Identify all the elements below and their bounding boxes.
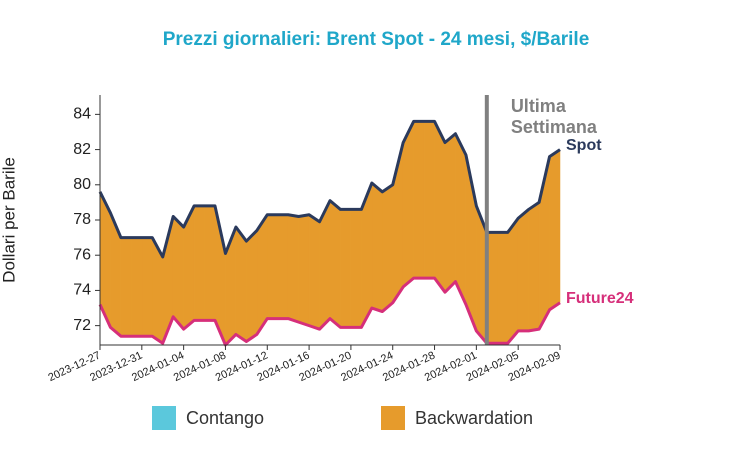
y-tick-label: 72 [73, 317, 91, 334]
spread-area [246, 229, 258, 342]
y-axis-label: Dollari per Barile [0, 157, 18, 283]
spread-area [382, 184, 393, 313]
spread-area [329, 200, 341, 328]
y-tick-label: 84 [73, 106, 91, 123]
spread-area [204, 205, 216, 321]
series-line [98, 119, 561, 259]
y-tick-label: 82 [73, 141, 91, 158]
series-label: Future24 [566, 290, 634, 307]
spread-area [172, 215, 184, 330]
series-line [98, 276, 561, 347]
legend-label: Backwardation [415, 408, 533, 428]
spread-area [120, 237, 132, 337]
spread-area [444, 133, 456, 293]
annotation-text: Settimana [511, 117, 598, 137]
spread-area [549, 149, 561, 311]
spread-area [350, 209, 362, 328]
spread-area [371, 182, 383, 312]
spread-area [455, 133, 467, 305]
spread-area [141, 237, 153, 337]
spread-area [225, 226, 237, 346]
spread-area [423, 121, 435, 279]
spread-area [308, 214, 320, 330]
y-tick-label: 74 [73, 282, 91, 299]
spread-area [434, 121, 446, 293]
legend-swatch [152, 406, 176, 430]
legend-label: Contango [186, 408, 264, 428]
spread-area [528, 201, 540, 332]
spread-area [497, 232, 508, 344]
spread-area [235, 226, 247, 342]
spread-area [413, 121, 425, 279]
spread-area [256, 213, 268, 336]
chart-title: Prezzi giornalieri: Brent Spot - 24 mesi… [163, 29, 590, 50]
spread-area [267, 214, 278, 319]
spread-area [287, 214, 299, 323]
y-tick-label: 78 [73, 211, 91, 228]
y-tick-label: 80 [73, 176, 91, 193]
spread-area [131, 237, 143, 337]
spread-area [298, 214, 310, 326]
series-label: Spot [566, 137, 602, 154]
spread-area [507, 217, 519, 344]
spread-area [277, 214, 289, 319]
spread-area [193, 205, 205, 321]
spread-area [402, 121, 414, 288]
y-tick-label: 76 [73, 246, 91, 263]
spread-area [340, 209, 352, 328]
annotation-text: Ultima [511, 96, 567, 116]
legend-swatch [381, 406, 405, 430]
spread-area [517, 208, 529, 332]
